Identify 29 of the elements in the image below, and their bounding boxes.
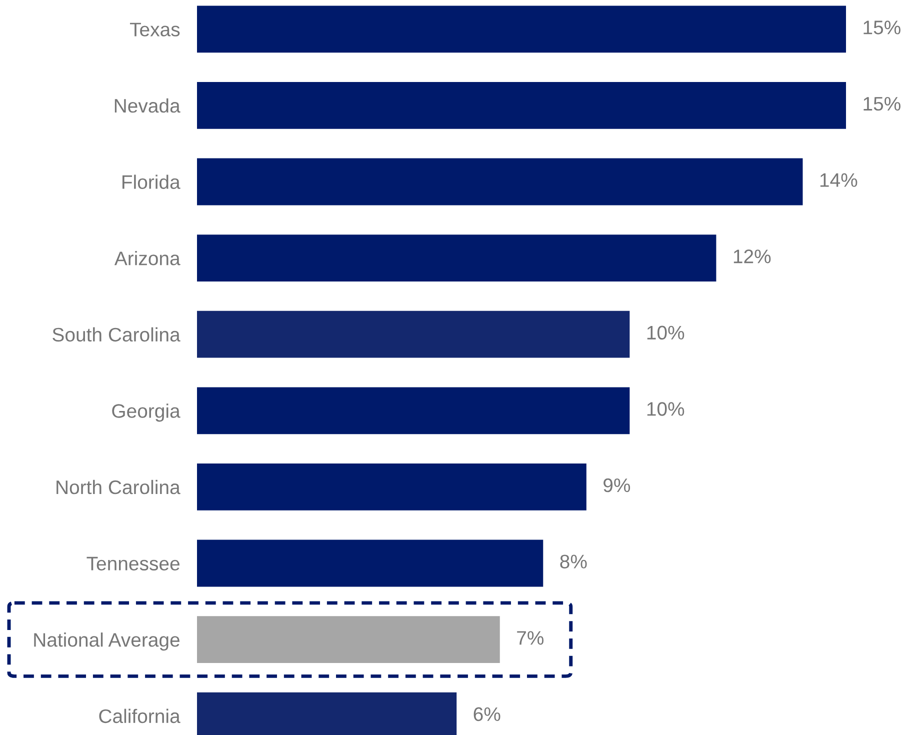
y-tick-label: Nevada bbox=[114, 98, 180, 113]
bar bbox=[197, 540, 544, 587]
y-tick-label: National Average bbox=[34, 632, 180, 651]
data-label: 14% bbox=[820, 173, 858, 187]
bar bbox=[197, 387, 630, 434]
data-label: 9% bbox=[604, 478, 630, 492]
data-label: 10% bbox=[647, 402, 684, 416]
y-tick-label: Tennessee bbox=[86, 556, 180, 570]
y-tick-label: Texas bbox=[130, 22, 180, 36]
data-label: 10% bbox=[647, 326, 684, 340]
y-tick-label: Florida bbox=[122, 174, 180, 189]
y-tick-label: California bbox=[99, 708, 180, 724]
y-tick-label: South Carolina bbox=[52, 327, 180, 342]
bar bbox=[197, 82, 846, 129]
bar bbox=[197, 463, 586, 510]
data-label: 8% bbox=[560, 554, 587, 568]
data-label: 15% bbox=[864, 96, 900, 111]
bar bbox=[197, 310, 630, 358]
bar bbox=[197, 234, 716, 282]
bar bbox=[197, 158, 803, 206]
bar bbox=[197, 616, 500, 664]
data-label: 12% bbox=[734, 250, 771, 264]
data-label: 15% bbox=[864, 20, 900, 34]
bar bbox=[197, 6, 846, 53]
y-tick-label: Georgia bbox=[112, 404, 180, 422]
y-tick-label: Arizona bbox=[114, 251, 180, 266]
y-tick-label: North Carolina bbox=[56, 480, 180, 494]
data-label: 6% bbox=[474, 707, 500, 722]
data-label: 7% bbox=[517, 631, 544, 645]
